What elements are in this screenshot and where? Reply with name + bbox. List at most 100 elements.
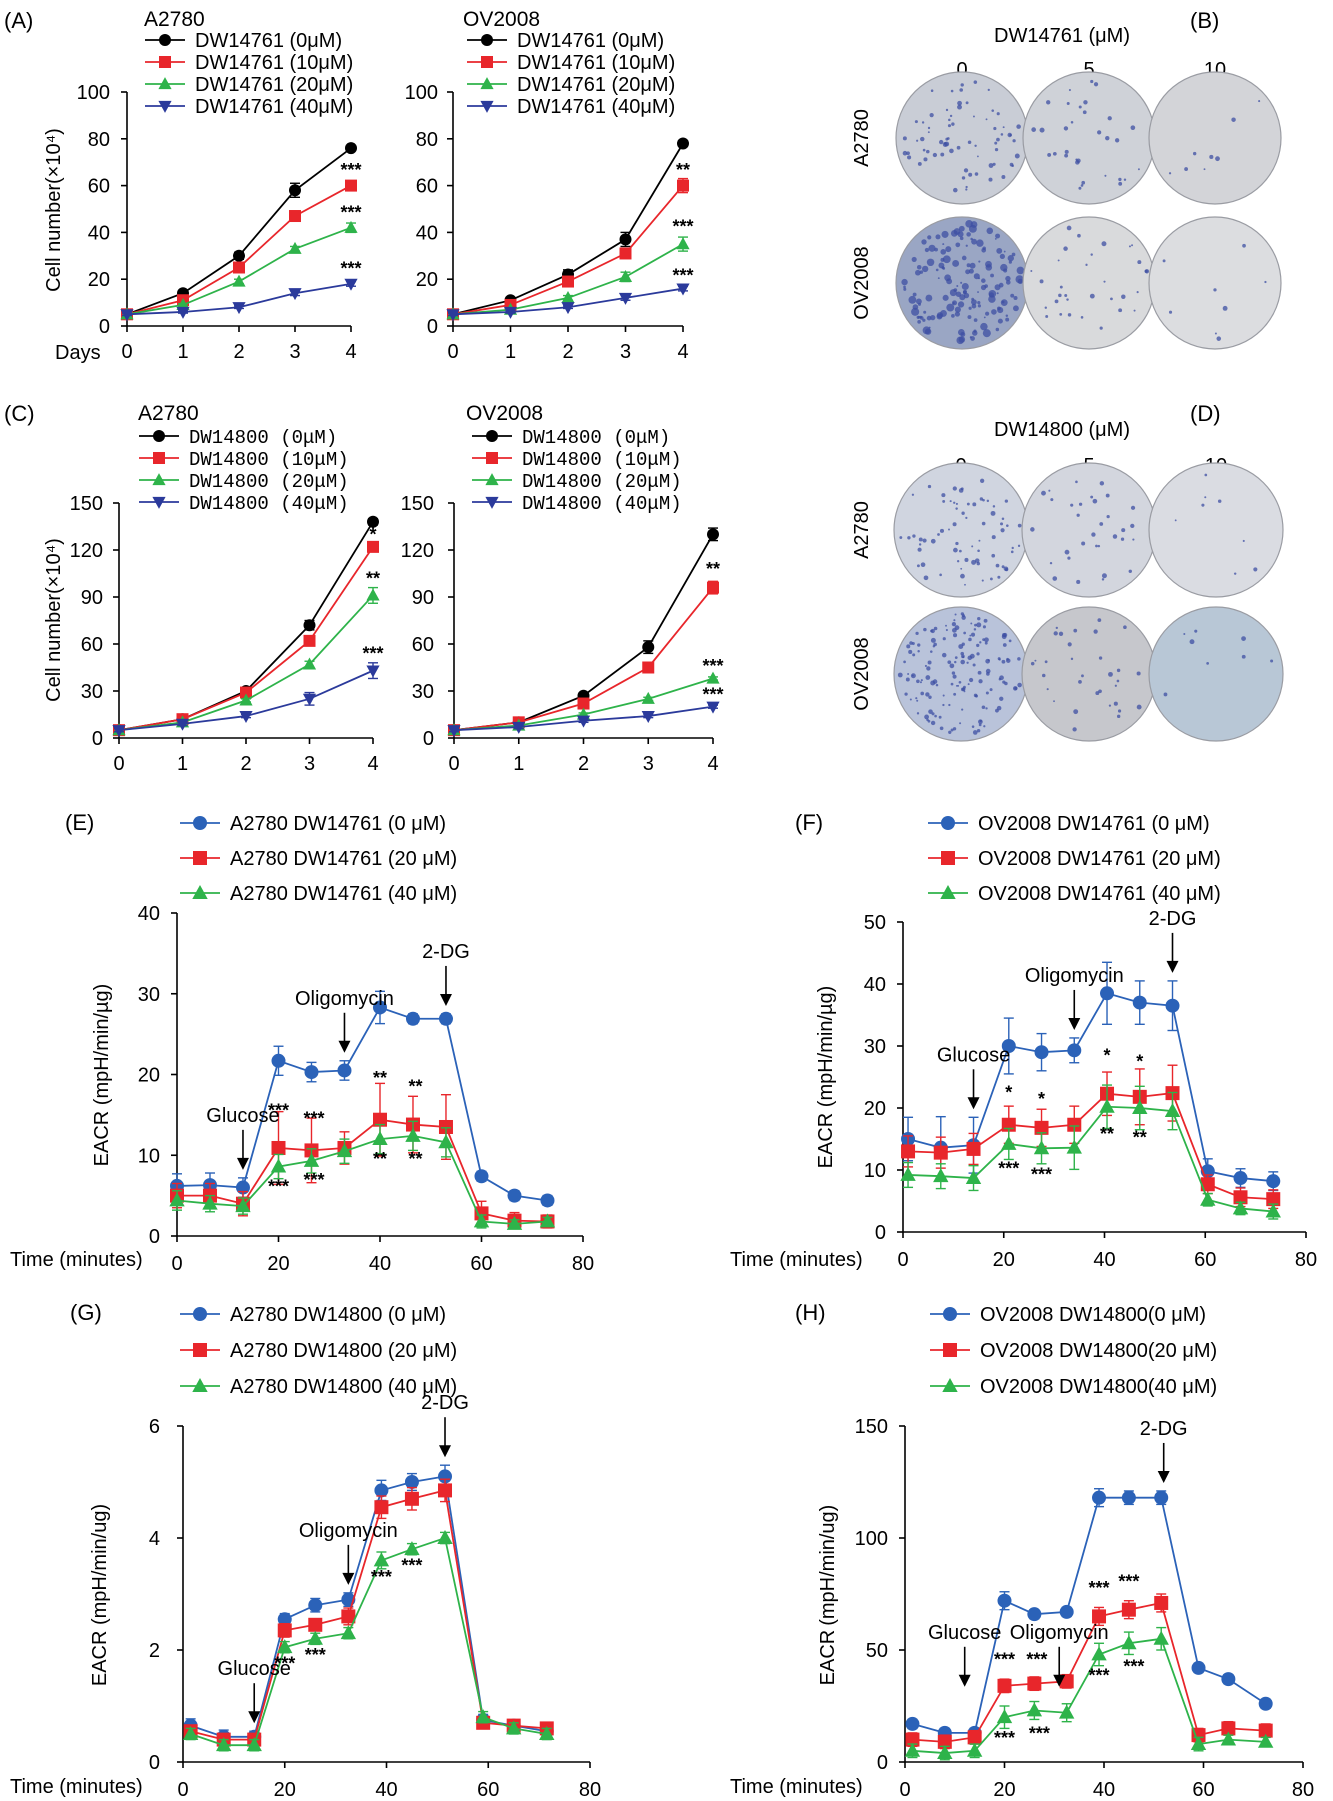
legend-label: DW14800 (20μM) bbox=[522, 471, 682, 493]
legend-label: DW14800 (0μM) bbox=[189, 427, 337, 449]
event-label: Oligomycin bbox=[1010, 1622, 1109, 1644]
colony-speck bbox=[968, 306, 972, 310]
series-2 bbox=[182, 1529, 555, 1752]
colony-speck bbox=[1090, 495, 1094, 499]
data-point bbox=[1121, 1602, 1136, 1617]
colony-speck bbox=[955, 684, 958, 687]
colony-speck bbox=[960, 281, 963, 284]
colony-speck bbox=[977, 670, 982, 675]
data-point bbox=[641, 691, 655, 704]
colony-speck bbox=[968, 268, 974, 274]
x-tick-label: 3 bbox=[643, 753, 654, 775]
colony-speck bbox=[1241, 654, 1246, 659]
data-point bbox=[1266, 1192, 1281, 1207]
y-tick-label: 120 bbox=[401, 540, 434, 562]
data-point bbox=[239, 710, 253, 723]
data-point bbox=[1257, 1733, 1274, 1748]
significance-label: ** bbox=[1100, 1124, 1114, 1144]
colony-speck bbox=[1030, 661, 1035, 666]
colony-speck bbox=[922, 318, 926, 322]
colony-speck bbox=[945, 108, 949, 112]
panel-label: (C) bbox=[4, 401, 35, 426]
colony-dish bbox=[895, 71, 1029, 205]
colony-speck bbox=[966, 232, 971, 237]
data-point bbox=[192, 1377, 208, 1392]
event-label: Glucose bbox=[937, 1044, 1010, 1066]
colony-speck bbox=[960, 651, 965, 656]
significance-label: *** bbox=[305, 1645, 326, 1665]
legend-label: DW14761 (40μM) bbox=[195, 96, 353, 118]
colony-speck bbox=[1001, 300, 1005, 304]
significance-label: ** bbox=[373, 1149, 387, 1169]
colony-speck bbox=[942, 499, 946, 503]
y-tick-label: 50 bbox=[866, 1640, 888, 1662]
significance-label: *** bbox=[1031, 1165, 1052, 1185]
colony-speck bbox=[903, 285, 906, 289]
data-point bbox=[996, 1709, 1013, 1724]
data-point bbox=[966, 1742, 983, 1757]
legend-entry: DW14761 (40μM) bbox=[467, 96, 675, 118]
significance-label: * bbox=[1038, 1089, 1045, 1109]
series-line bbox=[190, 1536, 547, 1747]
data-point bbox=[169, 1192, 185, 1207]
colony-speck bbox=[915, 269, 921, 276]
row-label: OV2008 bbox=[851, 637, 873, 710]
colony-speck bbox=[1209, 154, 1214, 160]
dose-label: 0 bbox=[956, 59, 967, 81]
data-point bbox=[112, 725, 126, 738]
event-marker: 2-DG bbox=[421, 1392, 469, 1458]
x-tick-label: 0 bbox=[448, 753, 459, 775]
colony-speck bbox=[1183, 632, 1186, 636]
colony-speck bbox=[998, 658, 1001, 661]
colony-speck bbox=[935, 234, 941, 240]
colony-speck bbox=[997, 318, 1003, 324]
panel-label: (B) bbox=[1190, 8, 1219, 33]
data-point bbox=[562, 275, 574, 288]
legend-label: OV2008 DW14800(40 μM) bbox=[980, 1376, 1217, 1398]
colony-speck bbox=[929, 112, 934, 118]
colony-speck bbox=[991, 109, 995, 112]
y-tick-label: 6 bbox=[149, 1416, 160, 1438]
x-tick-label: 0 bbox=[447, 341, 458, 363]
y-tick-label: 30 bbox=[138, 984, 160, 1006]
colony-speck bbox=[1192, 151, 1197, 156]
colony-speck bbox=[990, 510, 996, 516]
colony-speck bbox=[991, 535, 996, 540]
event-arrow-head bbox=[967, 1097, 980, 1110]
colony-speck bbox=[1130, 125, 1136, 131]
data-point bbox=[193, 1343, 207, 1357]
colony-dish bbox=[1148, 216, 1282, 350]
colony-speck bbox=[962, 289, 968, 294]
colony-speck bbox=[978, 719, 983, 725]
data-point bbox=[307, 1630, 323, 1645]
colony-speck bbox=[917, 320, 921, 324]
legend-entry: A2780 DW14761 (0 μM) bbox=[180, 813, 446, 835]
colony-speck bbox=[927, 131, 930, 134]
legend-entry: DW14800 (40μM) bbox=[139, 493, 349, 515]
colony-speck bbox=[1031, 127, 1037, 132]
data-point bbox=[232, 274, 246, 287]
x-tick-label: 40 bbox=[1093, 1779, 1115, 1801]
panel-label: (F) bbox=[795, 810, 823, 835]
colony-speck bbox=[959, 549, 962, 553]
colony-speck bbox=[1233, 572, 1237, 575]
colony-speck bbox=[915, 298, 922, 305]
colony-speck bbox=[969, 262, 976, 269]
significance-label: *** bbox=[702, 656, 723, 676]
x-tick-label: 0 bbox=[113, 753, 124, 775]
series-2 bbox=[904, 1626, 1274, 1761]
colony-dish bbox=[1022, 71, 1156, 205]
data-point bbox=[1001, 1039, 1016, 1053]
colony-speck bbox=[1000, 133, 1004, 136]
colony-speck bbox=[1006, 524, 1009, 527]
colony-speck bbox=[1054, 299, 1059, 304]
data-point bbox=[1200, 1191, 1216, 1206]
colony-speck bbox=[1016, 124, 1021, 129]
colony-speck bbox=[922, 326, 931, 335]
panel-label: (H) bbox=[795, 1300, 826, 1325]
colony-speck bbox=[947, 660, 952, 665]
colony-speck bbox=[1057, 259, 1060, 262]
colony-speck bbox=[904, 692, 908, 696]
colony-speck bbox=[901, 278, 908, 286]
colony-speck bbox=[1216, 336, 1222, 341]
